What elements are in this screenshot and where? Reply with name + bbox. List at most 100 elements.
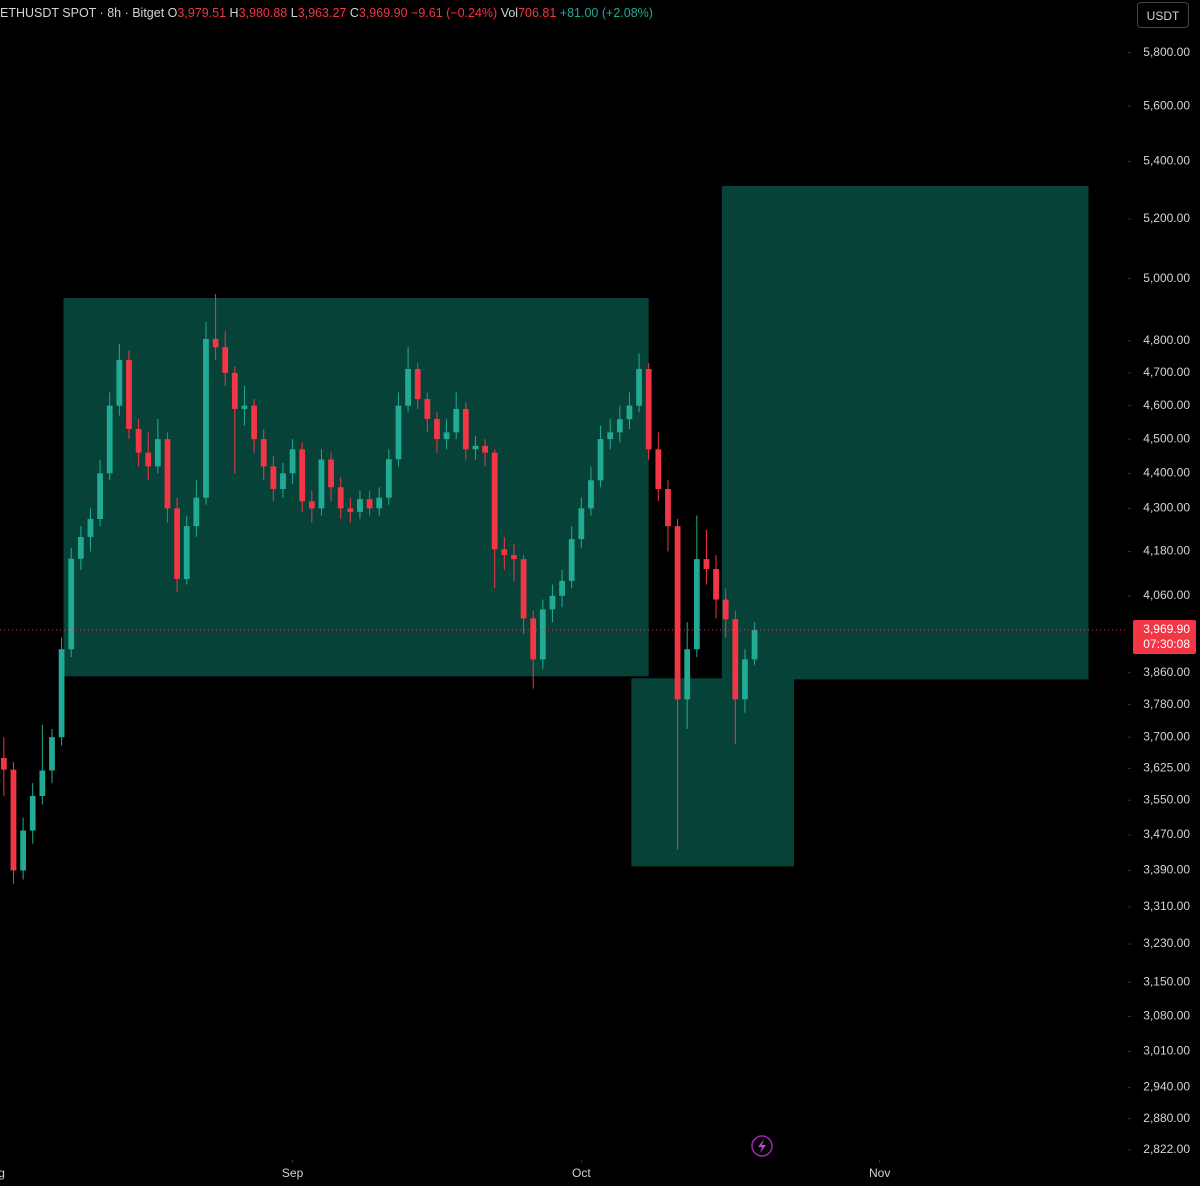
y-tick-label: 3,860.00	[1143, 665, 1190, 679]
y-tick-label: 5,400.00	[1143, 154, 1190, 168]
y-tick-label: 3,780.00	[1143, 697, 1190, 711]
candle-body	[347, 508, 354, 512]
candle-body	[68, 558, 75, 650]
candle-body	[222, 347, 229, 373]
y-tick-label: 3,150.00	[1143, 974, 1190, 988]
y-tick-label: 3,470.00	[1143, 827, 1190, 841]
candle-body	[337, 487, 344, 509]
candle-body	[328, 459, 334, 488]
last-price-badge	[1133, 619, 1196, 654]
zone-box	[631, 678, 795, 867]
vol-value: 706.81	[518, 6, 557, 20]
change: −9.61 (−0.24%)	[411, 6, 498, 20]
y-tick-label: 3,625.00	[1143, 761, 1190, 775]
candle-body	[674, 526, 681, 700]
candle-body	[183, 526, 190, 580]
candle-body	[472, 445, 479, 450]
countdown: 07:30:08	[1143, 637, 1190, 651]
candle-body	[655, 449, 662, 489]
candle-body	[251, 405, 257, 440]
candle-body	[559, 580, 565, 596]
x-tick-label: Oct	[572, 1166, 591, 1180]
high-label: H	[229, 6, 239, 20]
y-tick-label: 5,800.00	[1143, 45, 1190, 59]
candle-body	[135, 428, 142, 453]
candle-body	[713, 569, 719, 600]
alert-icon[interactable]	[751, 1135, 773, 1157]
candle-body	[0, 757, 7, 770]
candle-body	[174, 508, 180, 580]
candle-body	[578, 508, 585, 540]
y-tick-label: 4,700.00	[1143, 365, 1190, 379]
candle-body	[732, 619, 739, 700]
candle-body	[443, 432, 450, 440]
currency-button[interactable]: USDT	[1137, 2, 1189, 28]
candle-body	[308, 501, 315, 509]
x-tick-label: Sep	[282, 1166, 304, 1180]
y-tick-label: 4,500.00	[1143, 431, 1190, 445]
y-tick-label: 5,000.00	[1143, 271, 1190, 285]
candle-body	[549, 595, 556, 610]
candle-body	[376, 497, 383, 509]
y-tick-label: 4,300.00	[1143, 501, 1190, 515]
candle-body	[49, 737, 55, 771]
y-tick-label: 3,700.00	[1143, 729, 1190, 743]
candle-body	[241, 405, 248, 409]
y-tick-label: 3,010.00	[1143, 1044, 1190, 1058]
y-tick-label: 2,940.00	[1143, 1080, 1190, 1094]
candle-body	[722, 599, 729, 620]
candle-body	[20, 830, 26, 871]
close-label: C	[349, 6, 359, 20]
y-tick-label: 5,200.00	[1143, 211, 1190, 225]
candle-body	[520, 559, 527, 619]
candle-body	[751, 629, 758, 660]
candle-body	[462, 408, 469, 450]
zone-box	[721, 185, 1089, 680]
y-tick-label: 4,180.00	[1143, 544, 1190, 558]
candle-body	[231, 372, 238, 409]
candle-body	[434, 418, 440, 440]
y-tick-label: 4,600.00	[1143, 398, 1190, 412]
candle-body	[212, 338, 219, 348]
candle-body	[424, 399, 431, 419]
y-tick-label: 4,800.00	[1143, 333, 1190, 347]
low-value: 3,963.27	[297, 6, 347, 20]
candle-body	[164, 439, 171, 509]
candle-body	[270, 466, 277, 489]
candle-body	[366, 499, 373, 509]
candle-body	[693, 559, 700, 650]
candle-body	[116, 359, 123, 406]
candle-body	[395, 405, 402, 460]
candle-body	[289, 449, 296, 474]
candle-body	[154, 439, 161, 467]
candle-body	[280, 473, 286, 489]
candle-body	[703, 559, 710, 570]
y-tick-label: 3,310.00	[1143, 899, 1190, 913]
candle-body	[260, 439, 267, 467]
candle-body	[665, 488, 671, 527]
candle-body	[126, 359, 132, 429]
candle-body	[106, 405, 113, 474]
y-tick-label: 2,880.00	[1143, 1111, 1190, 1125]
open-value: 3,979.51	[177, 6, 227, 20]
candle-body	[193, 497, 200, 527]
candle-body	[203, 338, 209, 498]
candle-body	[29, 795, 36, 831]
candle-body	[491, 452, 498, 550]
high-value: 3,980.88	[238, 6, 288, 20]
candle-body	[626, 405, 633, 420]
candle-body	[318, 459, 325, 509]
candle-body	[357, 499, 363, 512]
candle-body	[453, 408, 460, 433]
candle-body	[645, 369, 652, 450]
candle-body	[39, 770, 46, 796]
candle-body	[742, 659, 748, 700]
y-tick-label: 4,400.00	[1143, 466, 1190, 480]
candle-body	[597, 439, 604, 481]
candle-body	[588, 480, 594, 509]
x-tick-label: Aug	[0, 1166, 5, 1180]
y-tick-label: 3,230.00	[1143, 936, 1190, 950]
y-tick-label: 3,390.00	[1143, 863, 1190, 877]
